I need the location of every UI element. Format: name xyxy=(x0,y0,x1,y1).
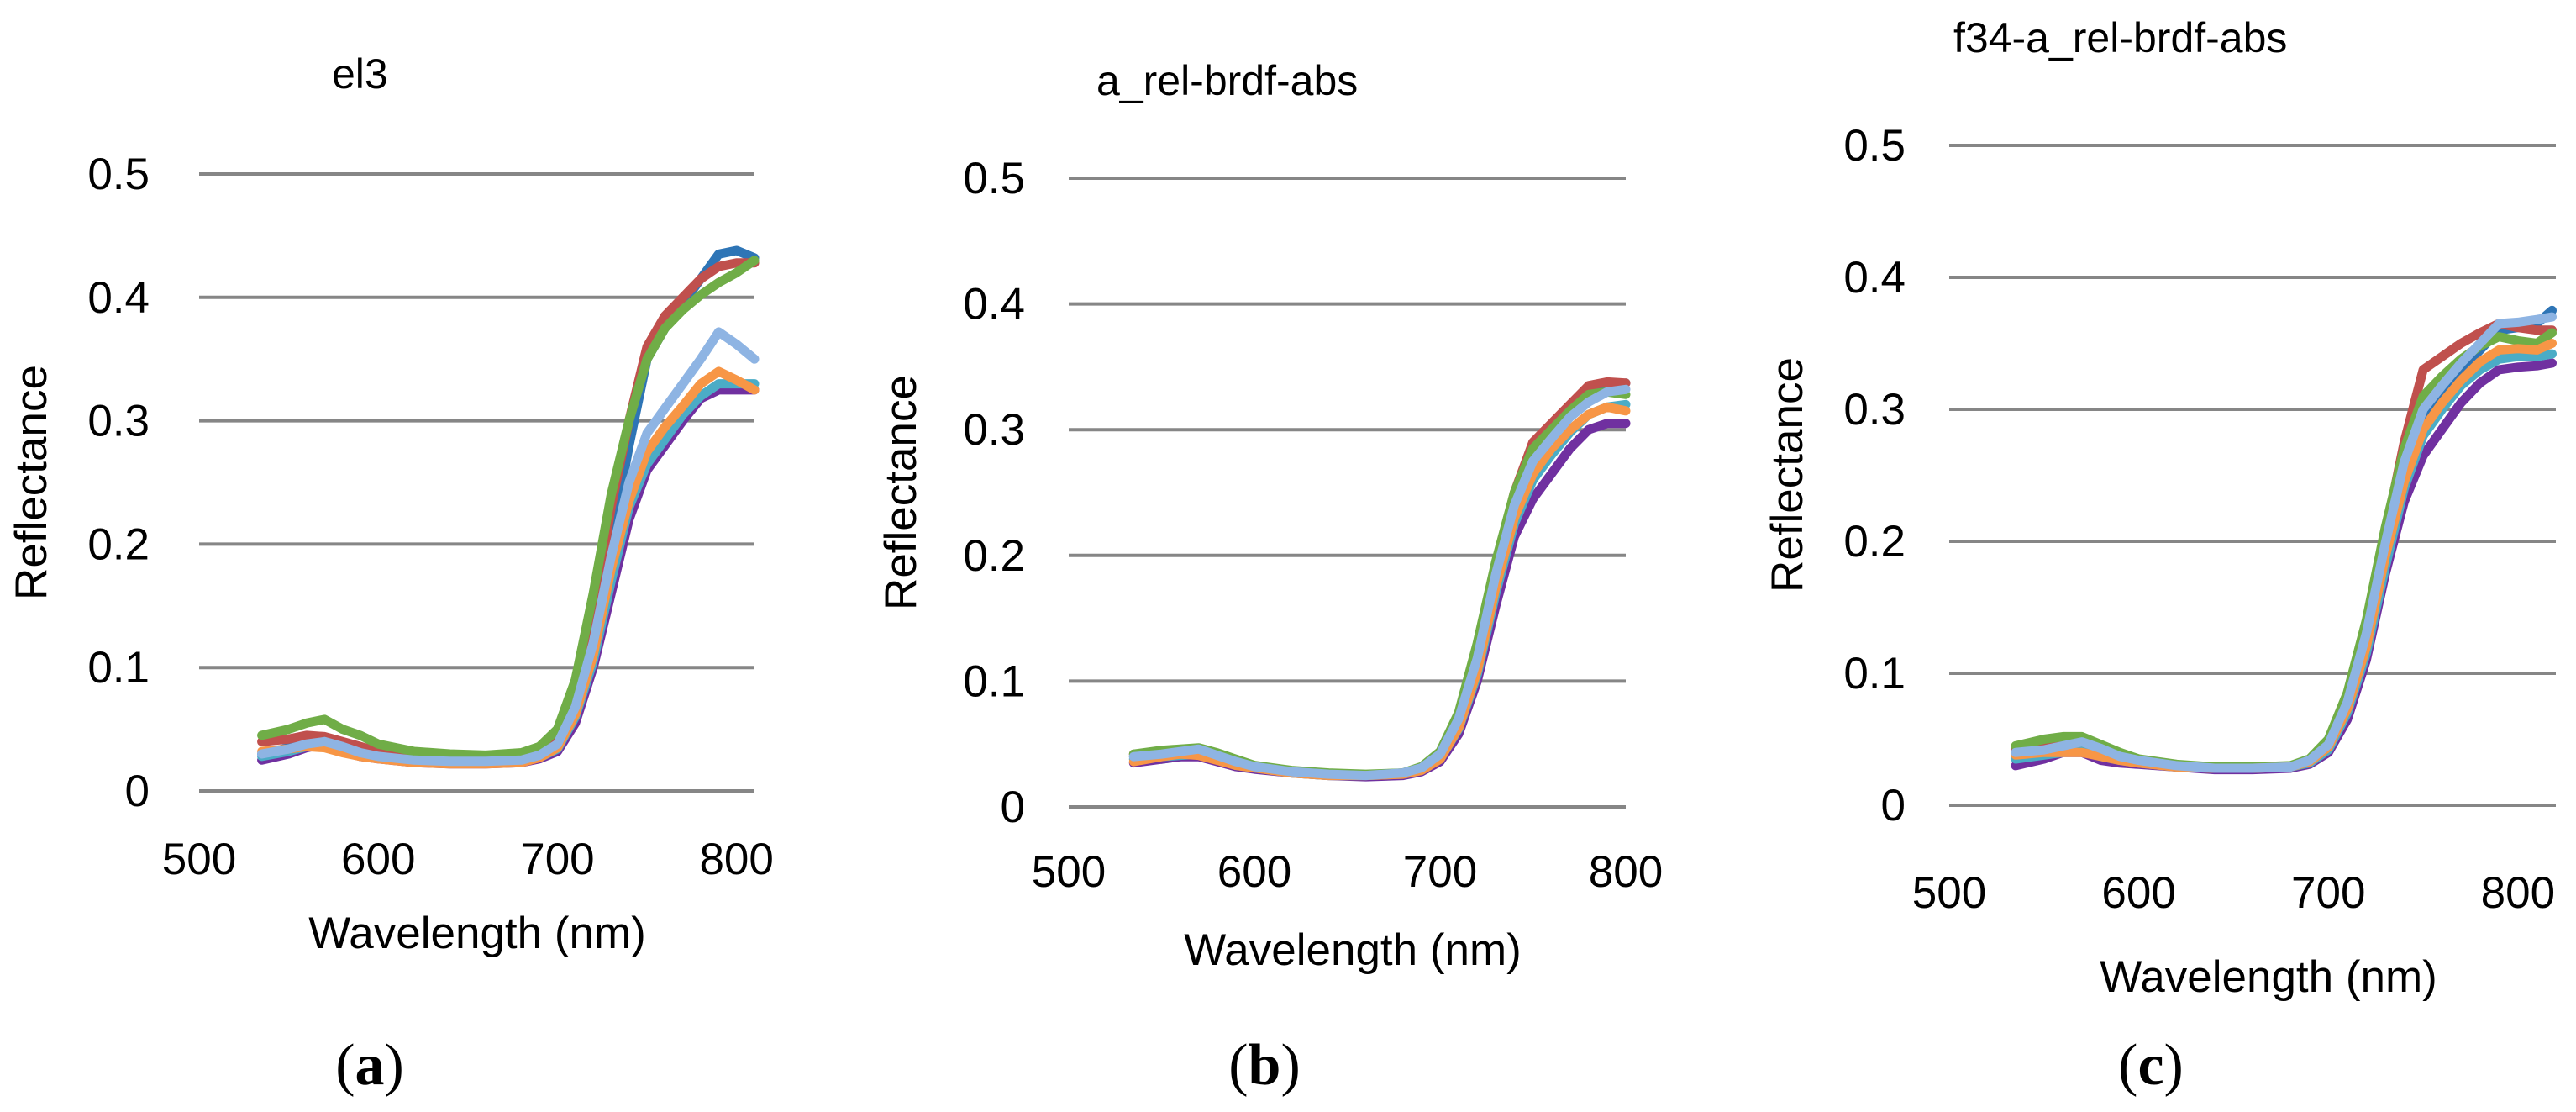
panel-label-a: (a) xyxy=(335,1033,404,1098)
chart-panel-c: f34-a_rel-brdf-abs 0 0.1 0.2 0.3 0.4 0.5 500 600… xyxy=(1763,14,2557,1002)
x-tick-label: 500 xyxy=(162,835,236,884)
x-tick-label: 800 xyxy=(699,835,773,884)
y-tick-label: 0 xyxy=(1001,783,1025,832)
y-tick-label: 0.2 xyxy=(87,519,150,569)
x-tick-label: 800 xyxy=(2481,868,2555,918)
y-tick-label: 0.5 xyxy=(963,154,1025,203)
series-line-7 xyxy=(1128,384,1631,781)
panel-label-c: (c) xyxy=(2118,1033,2184,1098)
y-tick-label: 0 xyxy=(125,767,150,816)
y-tick-label: 0.4 xyxy=(963,280,1025,329)
x-tick-label: 700 xyxy=(1403,847,1477,897)
chart-panel-b: a_rel-brdf-abs 0 0.1 0.2 0.3 0.4 0.5 500 600 700 8… xyxy=(876,57,1663,975)
chart-panel-a: el3 0 0.1 0.2 0.3 0.4 0.5 500 600 700 800 Wavelengt… xyxy=(7,50,774,958)
y-tick-label: 0.3 xyxy=(963,405,1025,455)
x-tick-label: 600 xyxy=(2101,868,2175,918)
series-line-7 xyxy=(2011,312,2557,773)
series-line-3 xyxy=(257,256,760,760)
x-tick-label: 500 xyxy=(1032,847,1106,897)
x-axis-title: Wavelength (nm) xyxy=(1184,925,1522,975)
y-tick-label: 0.1 xyxy=(1843,649,1906,698)
series-line-7 xyxy=(257,327,760,767)
y-tick-label: 0.5 xyxy=(87,150,150,199)
x-axis-title: Wavelength (nm) xyxy=(2100,952,2437,1002)
x-tick-label: 700 xyxy=(520,835,594,884)
y-tick-label: 0.1 xyxy=(963,656,1025,706)
y-tick-label: 0 xyxy=(1881,781,1906,830)
chart-title: el3 xyxy=(332,50,388,97)
y-tick-label: 0.4 xyxy=(1843,253,1906,303)
x-tick-label: 800 xyxy=(1589,847,1663,897)
y-tick-label: 0.4 xyxy=(87,273,150,323)
chart-title: f34-a_rel-brdf-abs xyxy=(1953,14,2287,61)
x-tick-label: 500 xyxy=(1912,868,1986,918)
y-tick-label: 0.3 xyxy=(87,397,150,446)
x-tick-label: 600 xyxy=(1217,847,1291,897)
y-tick-label: 0.3 xyxy=(1843,385,1906,435)
y-tick-label: 0.5 xyxy=(1843,121,1906,171)
y-axis-title: Reflectance xyxy=(876,375,926,610)
y-axis-title: Reflectance xyxy=(7,365,56,600)
panel-label-b: (b) xyxy=(1228,1033,1301,1098)
chart-title: a_rel-brdf-abs xyxy=(1096,57,1358,104)
y-axis-title: Reflectance xyxy=(1763,357,1812,593)
y-tick-label: 0.1 xyxy=(87,643,150,693)
x-tick-label: 700 xyxy=(2291,868,2365,918)
x-axis-title: Wavelength (nm) xyxy=(308,909,646,958)
y-tick-label: 0.2 xyxy=(963,531,1025,581)
x-tick-label: 600 xyxy=(341,835,415,884)
y-tick-label: 0.2 xyxy=(1843,517,1906,567)
